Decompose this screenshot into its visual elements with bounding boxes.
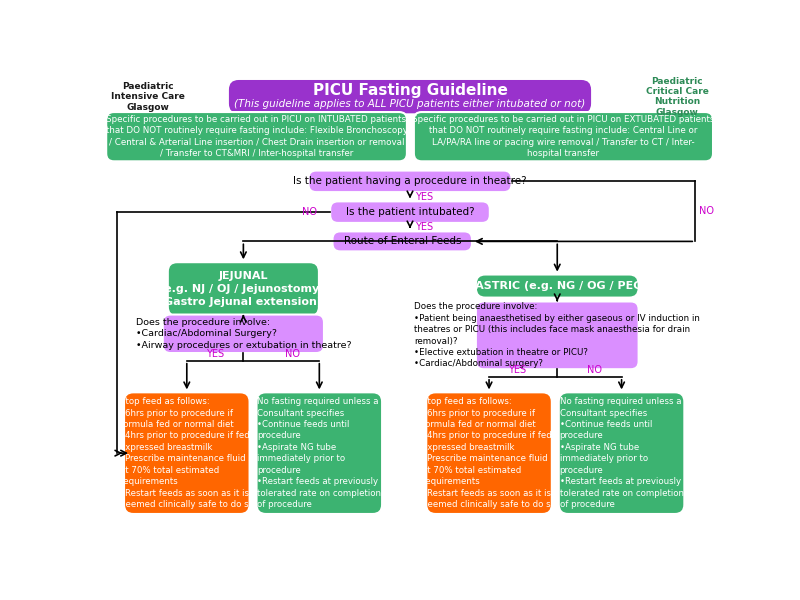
FancyBboxPatch shape [333,232,472,251]
Text: No fasting required unless a
Consultant specifies
•Continue feeds until
procedur: No fasting required unless a Consultant … [258,397,382,509]
FancyBboxPatch shape [162,314,324,353]
Text: Stop feed as follows:
•6hrs prior to procedure if
formula fed or normal diet
•4h: Stop feed as follows: •6hrs prior to pro… [422,397,556,509]
Text: Specific procedures to be carried out in PICU on EXTUBATED patients
that DO NOT : Specific procedures to be carried out in… [412,115,714,158]
Text: Paediatric
Critical Care
Nutrition
Glasgow: Paediatric Critical Care Nutrition Glasg… [646,77,709,117]
Text: YES: YES [206,349,224,359]
Text: Does the procedure involve:
•Cardiac/Abdominal Surgery?
•Airway procedures or ex: Does the procedure involve: •Cardiac/Abd… [135,318,351,350]
FancyBboxPatch shape [124,392,250,514]
FancyBboxPatch shape [558,392,684,514]
FancyBboxPatch shape [228,79,592,115]
Text: (This guideline applies to ALL PICU patients either intubated or not): (This guideline applies to ALL PICU pati… [234,98,586,109]
Text: NO: NO [587,365,602,376]
FancyBboxPatch shape [414,112,713,161]
FancyBboxPatch shape [476,301,638,369]
FancyBboxPatch shape [476,275,638,298]
Text: YES: YES [415,222,433,232]
Text: GASTRIC (e.g. NG / OG / PEG): GASTRIC (e.g. NG / OG / PEG) [466,281,648,291]
Text: YES: YES [508,365,526,376]
FancyBboxPatch shape [257,392,382,514]
Text: NO: NO [285,349,300,359]
Text: Route of Enteral Feeds: Route of Enteral Feeds [343,236,461,247]
Text: YES: YES [415,192,433,202]
FancyBboxPatch shape [106,112,407,161]
Text: Does the procedure involve:
•Patient being anaesthetised by either gaseous or IV: Does the procedure involve: •Patient bei… [414,302,700,368]
Text: PICU Fasting Guideline: PICU Fasting Guideline [313,83,507,98]
Text: NO: NO [302,207,317,217]
Text: JEJUNAL
(e.g. NJ / OJ / Jejunostomy /
Gastro Jejunal extension): JEJUNAL (e.g. NJ / OJ / Jejunostomy / Ga… [159,271,327,307]
Text: No fasting required unless a
Consultant specifies
•Continue feeds until
procedur: No fasting required unless a Consultant … [559,397,683,509]
FancyBboxPatch shape [426,392,552,514]
Text: Paediatric
Intensive Care
Glasgow: Paediatric Intensive Care Glasgow [111,82,185,112]
FancyBboxPatch shape [330,202,490,223]
FancyBboxPatch shape [309,170,511,192]
Text: Is the patient having a procedure in theatre?: Is the patient having a procedure in the… [293,176,527,187]
Text: Specific procedures to be carried out in PICU on INTUBATED patients
that DO NOT : Specific procedures to be carried out in… [106,115,407,158]
Text: Stop feed as follows:
•6hrs prior to procedure if
formula fed or normal diet
•4h: Stop feed as follows: •6hrs prior to pro… [120,397,254,509]
Text: NO: NO [699,206,714,217]
FancyBboxPatch shape [168,262,319,316]
Text: Is the patient intubated?: Is the patient intubated? [346,207,474,217]
